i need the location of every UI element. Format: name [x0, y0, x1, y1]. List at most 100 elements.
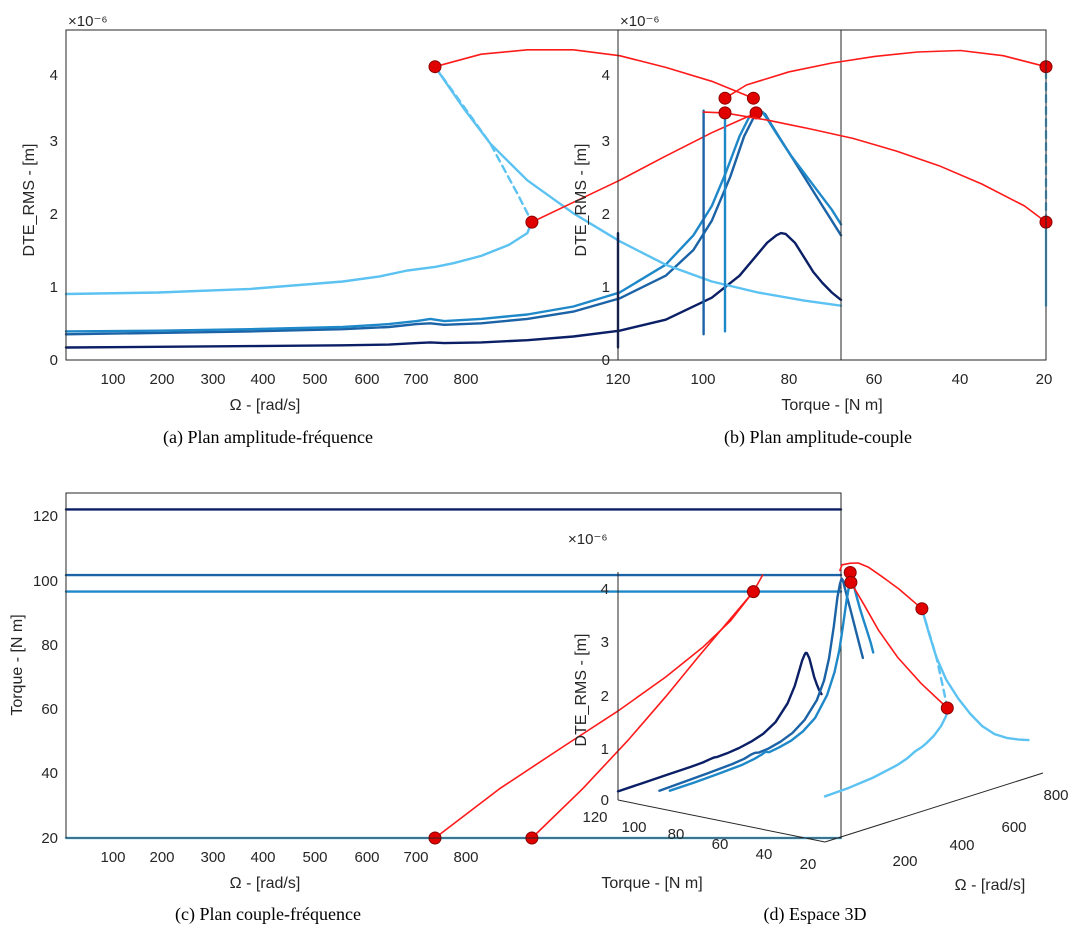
panel-c-xtick: 100 — [100, 849, 125, 866]
panel-d-dte-label: DTE_RMS - [m] — [573, 634, 590, 747]
panel-a-xtick: 800 — [453, 371, 478, 388]
panel-a-series-torque-20 — [64, 220, 534, 296]
panel-d-omega-tick: 400 — [949, 837, 974, 854]
panel-a-ytick: 3 — [50, 133, 58, 150]
panel-d-torque-tick: 20 — [800, 856, 817, 873]
panel-d-exponent-label: ×10⁻⁶ — [568, 531, 608, 548]
panel-d-dte-ticks: 0 1 2 3 4 — [601, 581, 609, 809]
panel-a-branch-curve — [531, 112, 757, 223]
panel-a-series-torque-120 — [64, 231, 843, 349]
panel-a: ×10⁻⁶ 0 1 2 3 4 100 200 300 400 500 600 … — [21, 13, 843, 448]
panel-d-torque-tick: 60 — [712, 836, 729, 853]
panel-b-exponent-label: ×10⁻⁶ — [620, 13, 660, 30]
panel-b-xtick: 80 — [781, 371, 798, 388]
panel-c-ytick: 120 — [33, 508, 58, 525]
panel-c: 20 40 60 80 100 120 100 200 300 400 500 … — [9, 492, 843, 925]
panel-d-dte-tick: 4 — [601, 581, 609, 598]
panel-d-dte-tick: 1 — [601, 741, 609, 758]
panel-d-torque-ticks: 120 100 80 60 40 20 — [582, 809, 816, 873]
panel-c-xtick: 700 — [403, 849, 428, 866]
panel-d-omega-ticks: 200 400 600 800 — [892, 787, 1068, 870]
panel-a-x-ticks: 100 200 300 400 500 600 700 800 — [100, 371, 478, 388]
panel-b-xtick: 20 — [1036, 371, 1053, 388]
panel-b-ytick: 1 — [602, 279, 610, 296]
panel-d-torque-tick: 80 — [668, 826, 685, 843]
panel-d-caption: (d) Espace 3D — [764, 904, 867, 925]
panel-a-ytick: 1 — [50, 279, 58, 296]
panel-d-torque-tick: 100 — [621, 819, 646, 836]
panel-d-series-torque-100 — [658, 577, 865, 792]
panel-b-xtick: 60 — [866, 371, 883, 388]
panel-d-dte-tick: 0 — [601, 792, 609, 809]
panel-c-plot-area — [64, 508, 843, 845]
panel-c-axes-box — [65, 492, 842, 839]
panel-a-x-label: Ω - [rad/s] — [230, 397, 301, 414]
panel-c-x-label: Ω - [rad/s] — [230, 875, 301, 892]
panel-c-ytick: 20 — [41, 830, 58, 847]
panel-b-bifurcation-marker — [718, 91, 732, 105]
panel-a-xtick: 200 — [149, 371, 174, 388]
panel-a-y-label: DTE_RMS - [m] — [21, 144, 38, 257]
panel-b-xtick: 120 — [605, 371, 630, 388]
panel-b-y-ticks: 0 1 2 3 4 — [602, 67, 610, 369]
panel-d-branch-curve — [839, 562, 923, 610]
panel-b-caption: (b) Plan amplitude-couple — [724, 427, 912, 448]
panel-c-xtick: 200 — [149, 849, 174, 866]
panel-d-series-torque-20 — [920, 607, 1030, 742]
panel-d-omega-axis — [824, 772, 1044, 843]
panel-c-ytick: 40 — [41, 765, 58, 782]
panel-a-xtick: 500 — [302, 371, 327, 388]
panel-b-ytick: 2 — [602, 206, 610, 223]
panel-d-omega-tick: 600 — [1001, 819, 1026, 836]
panel-a-branch-curve — [434, 48, 755, 99]
panel-c-y-label: Torque - [N m] — [9, 614, 26, 715]
panel-a-xtick: 700 — [403, 371, 428, 388]
panel-c-x-ticks: 100 200 300 400 500 600 700 800 — [100, 849, 478, 866]
panel-c-y-ticks: 20 40 60 80 100 120 — [33, 508, 58, 847]
panel-a-exponent-label: ×10⁻⁶ — [68, 13, 108, 30]
panel-b-x-label: Torque - [N m] — [781, 397, 882, 414]
panel-a-xtick: 400 — [250, 371, 275, 388]
panel-b-axes-box — [617, 29, 1047, 361]
panel-d-omega-tick: 800 — [1043, 787, 1068, 804]
panel-c-xtick: 400 — [250, 849, 275, 866]
panel-d-bifurcation-marker — [940, 701, 954, 715]
panel-b-branch-curve — [702, 111, 1047, 223]
panel-b-x-ticks: 120 100 80 60 40 20 — [605, 371, 1052, 388]
panel-a-ytick: 2 — [50, 206, 58, 223]
panel-a-ytick: 0 — [50, 352, 58, 369]
panel-d-plot-area — [616, 562, 1030, 798]
panel-a-xtick: 100 — [100, 371, 125, 388]
panel-c-ytick: 60 — [41, 701, 58, 718]
panel-a-bifurcation-marker — [525, 215, 539, 229]
panel-d-series-torque-95 — [668, 578, 875, 792]
panel-c-xtick: 500 — [302, 849, 327, 866]
panel-a-bifurcation-marker — [746, 91, 760, 105]
panel-a-ytick: 4 — [50, 67, 58, 84]
panel-a-axes-box — [65, 29, 842, 361]
panel-b-branch-curve — [724, 49, 1047, 99]
panel-c-branch-curve — [434, 574, 764, 839]
panel-b-plot-area — [616, 49, 1053, 349]
panel-a-y-ticks: 0 1 2 3 4 — [50, 67, 58, 369]
panel-d-torque-tick: 40 — [756, 846, 773, 863]
panel-b-bifurcation-marker — [718, 106, 732, 120]
panel-d-bifurcation-marker — [844, 575, 858, 589]
panel-d-dte-tick: 3 — [601, 634, 609, 651]
panel-c-caption: (c) Plan couple-fréquence — [175, 904, 361, 925]
panel-c-xtick: 600 — [354, 849, 379, 866]
panel-d-branch-curve — [850, 581, 949, 709]
panel-d-dte-tick: 2 — [601, 688, 609, 705]
panel-b-ytick: 4 — [602, 67, 610, 84]
panel-b-ytick: 0 — [602, 352, 610, 369]
panel-a-xtick: 600 — [354, 371, 379, 388]
panel-d-axes — [617, 572, 1044, 843]
panel-a-series-torque-20-unstable — [433, 65, 534, 224]
panel-d-bifurcation-marker — [915, 602, 929, 616]
panel-c-ytick: 100 — [33, 573, 58, 590]
panel-c-xtick: 800 — [453, 849, 478, 866]
panel-b-y-label: DTE_RMS - [m] — [573, 144, 590, 257]
panel-d-series-torque-120 — [616, 651, 823, 793]
panel-c-branch-curve — [531, 590, 755, 839]
